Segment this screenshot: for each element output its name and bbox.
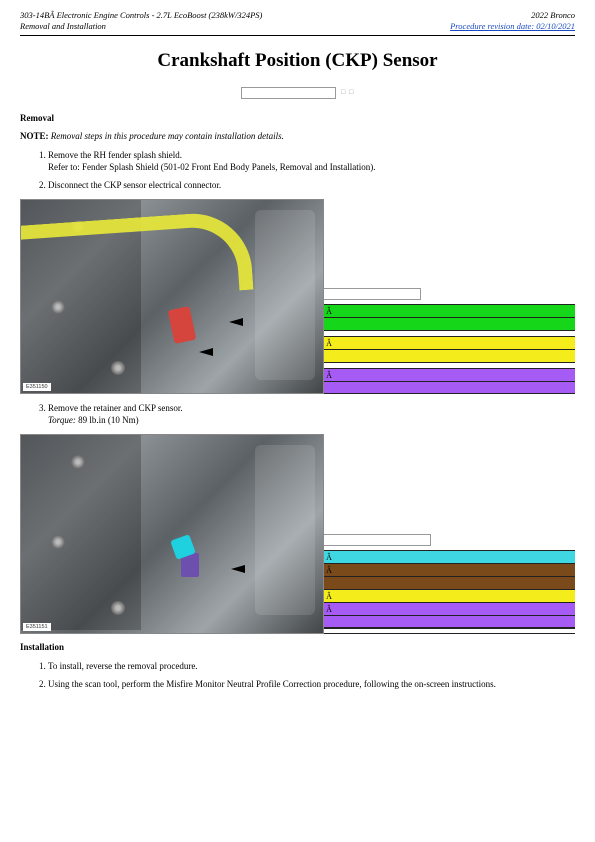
engine-rib — [255, 445, 315, 615]
vehicle-label: 2022 Bronco — [450, 10, 575, 21]
page-header: 303-14BÂ Electronic Engine Controls - 2.… — [20, 10, 575, 32]
legend-stripe — [323, 381, 575, 394]
legend-stripe: Â — [323, 368, 575, 381]
stripe-mark: Â — [324, 371, 334, 380]
step-text: To install, reverse the removal procedur… — [48, 661, 198, 671]
bolt-icon — [111, 361, 125, 375]
step-text: Remove the retainer and CKP sensor. — [48, 403, 183, 413]
figure-2-image: E351151 — [20, 434, 324, 634]
engine-rib — [255, 210, 315, 380]
stripe-mark: Â — [324, 592, 334, 601]
legend-gap — [323, 628, 575, 634]
figure-2-row: E351151 Â Â Â Â — [20, 434, 575, 634]
step-text: Remove the RH fender splash shield. — [48, 150, 182, 160]
search-input[interactable] — [241, 87, 336, 99]
legend-stripe: Â — [323, 589, 575, 602]
yellow-cable — [20, 210, 253, 307]
figure-1-row: E351150 Â Â Â — [20, 199, 575, 394]
removal-heading: Removal — [20, 113, 575, 123]
figure-2-legend: Â Â Â Â — [323, 434, 575, 634]
installation-step-1: To install, reverse the removal procedur… — [48, 660, 575, 672]
figure-1-image: E351150 — [20, 199, 324, 394]
legend-stripe: Â — [323, 602, 575, 615]
doc-section-code: 303-14BÂ Electronic Engine Controls - 2.… — [20, 10, 262, 21]
control-icons: □ □ — [341, 88, 354, 96]
control-bar: □ □ — [20, 86, 575, 99]
removal-note: NOTE: Removal steps in this procedure ma… — [20, 131, 575, 141]
header-left: 303-14BÂ Electronic Engine Controls - 2.… — [20, 10, 262, 32]
removal-steps-1-2: Remove the RH fender splash shield. Refe… — [48, 149, 575, 191]
stripe-mark: Â — [324, 566, 334, 575]
installation-steps: To install, reverse the removal procedur… — [48, 660, 575, 690]
stripe-mark: Â — [324, 553, 334, 562]
callout-arrow-icon — [229, 318, 243, 326]
removal-step-2: Disconnect the CKP sensor electrical con… — [48, 179, 575, 191]
page-title: Crankshaft Position (CKP) Sensor — [20, 50, 575, 72]
torque-value: 89 lb.in (10 Nm) — [76, 415, 139, 425]
figure-1-legend: Â Â Â — [323, 199, 575, 394]
revision-date-link[interactable]: Procedure revision date: 02/10/2021 — [450, 21, 575, 31]
stripe-mark: Â — [324, 605, 334, 614]
installation-heading: Installation — [20, 642, 575, 652]
stripe-mark: Â — [324, 307, 334, 316]
installation-step-2: Using the scan tool, perform the Misfire… — [48, 678, 575, 690]
stripe-mark: Â — [324, 339, 334, 348]
figure-id-badge: E351150 — [23, 383, 51, 391]
doc-subsection: Removal and Installation — [20, 21, 262, 32]
legend-stripe — [323, 615, 575, 628]
legend-stripe: Â — [323, 336, 575, 349]
legend-stripe: Â — [323, 550, 575, 563]
callout-arrow-icon — [231, 565, 245, 573]
removal-steps-3: Remove the retainer and CKP sensor. Torq… — [48, 402, 575, 426]
legend-stripe — [323, 317, 575, 330]
header-divider — [20, 35, 575, 36]
legend-stripe — [323, 576, 575, 589]
note-label: NOTE: — [20, 131, 49, 141]
note-text: Removal steps in this procedure may cont… — [49, 131, 284, 141]
legend-label-box — [323, 288, 421, 300]
step-text: Disconnect the CKP sensor electrical con… — [48, 180, 221, 190]
legend-stripe: Â — [323, 304, 575, 317]
step-refer: Refer to: Fender Splash Shield (501-02 F… — [48, 162, 375, 172]
legend-label-box — [323, 534, 431, 546]
legend-stripe — [323, 349, 575, 362]
step-text: Using the scan tool, perform the Misfire… — [48, 679, 496, 689]
removal-step-1: Remove the RH fender splash shield. Refe… — [48, 149, 575, 173]
red-connector — [168, 306, 197, 344]
callout-arrow-icon — [199, 348, 213, 356]
legend-stripe: Â — [323, 563, 575, 576]
removal-step-3: Remove the retainer and CKP sensor. Torq… — [48, 402, 575, 426]
figure-id-badge: E351151 — [23, 623, 51, 631]
header-right: 2022 Bronco Procedure revision date: 02/… — [450, 10, 575, 32]
torque-label: Torque: — [48, 415, 76, 425]
